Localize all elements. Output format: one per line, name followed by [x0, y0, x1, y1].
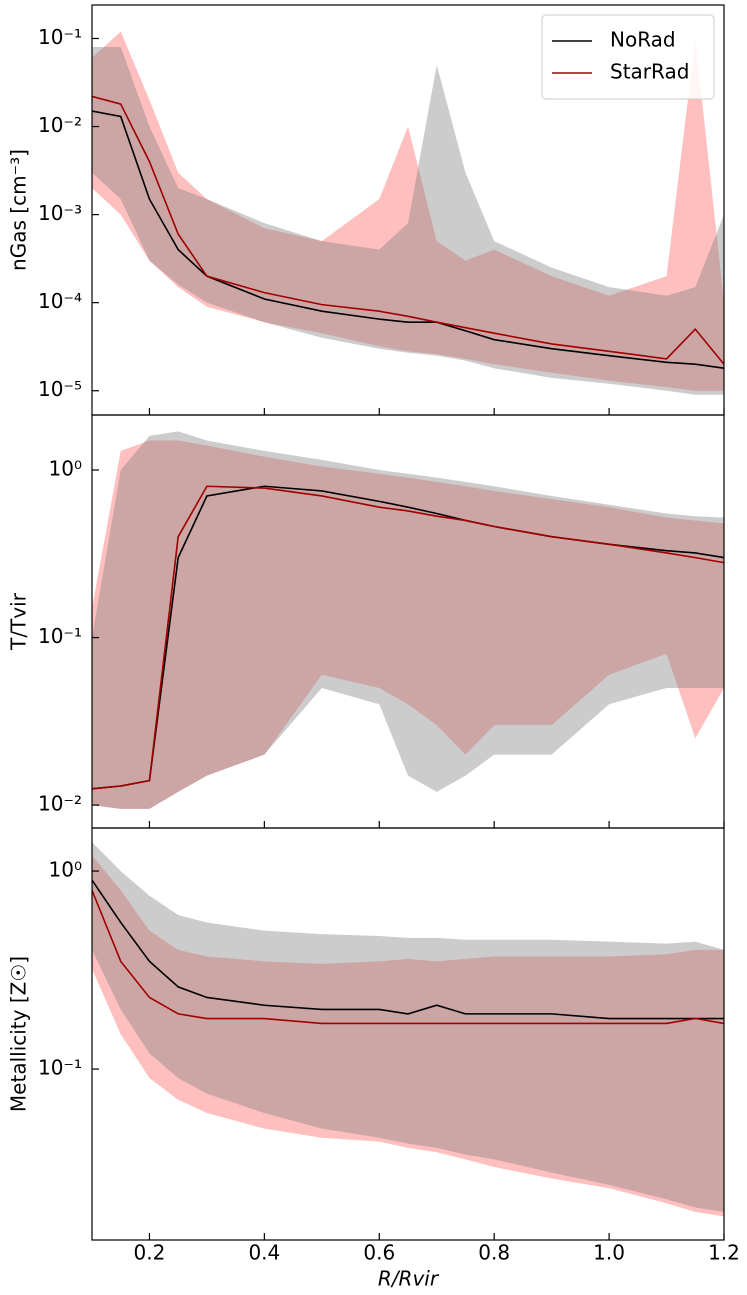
median-line	[92, 485, 724, 790]
y-tick-label: 10⁰	[49, 457, 82, 481]
median-line	[92, 95, 724, 365]
x-tick-label: 0.4	[248, 1241, 280, 1265]
y-axis-label: T/Tvir	[7, 592, 31, 651]
band	[92, 440, 724, 809]
y-tick-label: 10⁻¹	[38, 1056, 82, 1080]
plot-area	[92, 431, 724, 809]
band	[92, 431, 724, 809]
y-axis-label: Metallicity [Z☉]	[7, 956, 31, 1112]
x-tick-label: 0.2	[134, 1241, 166, 1265]
y-tick-label: 10⁻¹	[38, 25, 82, 49]
median-line	[92, 110, 724, 370]
y-tick-label: 10⁻²	[38, 113, 82, 137]
plot-area	[92, 31, 724, 395]
legend-label: NoRad	[610, 28, 676, 52]
band	[92, 855, 724, 1217]
plot-area	[92, 842, 724, 1217]
y-tick-label: 10⁰	[49, 858, 82, 882]
x-tick-label: 1.2	[708, 1241, 740, 1265]
band	[92, 47, 724, 395]
x-tick-label: 1.0	[593, 1241, 625, 1265]
band	[92, 842, 724, 1212]
legend-label: StarRad	[610, 60, 689, 84]
y-tick-label: 10⁻³	[38, 201, 82, 225]
median-line	[92, 879, 724, 1020]
y-tick-label: 10⁻⁵	[38, 377, 82, 401]
frame	[91, 827, 725, 1241]
median-line	[92, 889, 724, 1025]
y-axis-label: nGas [cm⁻³]	[7, 149, 31, 271]
x-tick-label: 0.6	[363, 1241, 395, 1265]
y-tick-label: 10⁻⁴	[38, 289, 82, 313]
legend-box	[541, 14, 715, 100]
y-tick-label: 10⁻¹	[38, 624, 82, 648]
band	[92, 31, 724, 391]
x-axis-label: R/Rvir	[378, 1267, 440, 1291]
y-tick-label: 10⁻²	[38, 792, 82, 816]
x-tick-label: 0.8	[478, 1241, 510, 1265]
